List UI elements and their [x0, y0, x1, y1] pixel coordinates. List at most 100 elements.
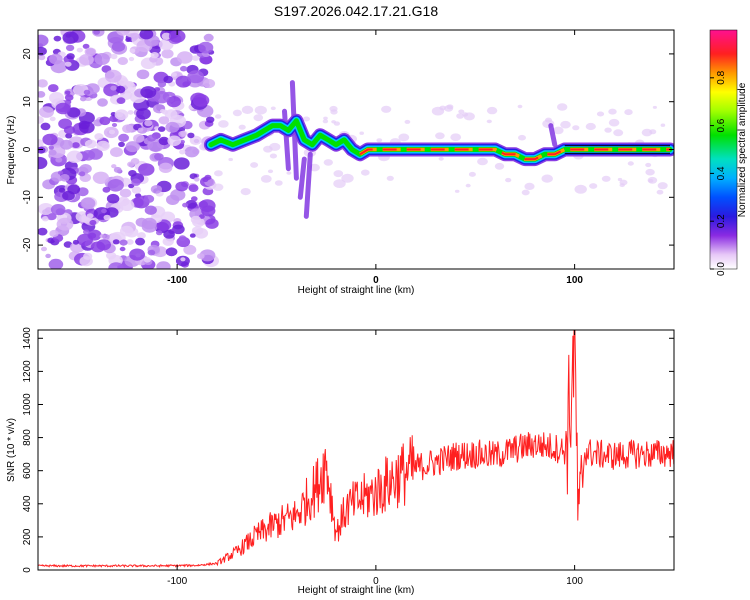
noise-blob [48, 149, 57, 156]
faint-blob [589, 183, 598, 189]
spike [303, 151, 313, 219]
faint-blob [468, 171, 476, 177]
noise-blob [48, 258, 64, 269]
colorbar-tick-label: 0.0 [716, 262, 727, 276]
faint-blob [361, 169, 370, 176]
noise-blob [171, 72, 178, 77]
faint-blob [545, 117, 552, 123]
noise-blob [115, 85, 126, 94]
noise-blob [130, 32, 140, 40]
noise-blob [135, 237, 146, 246]
noise-blob [38, 79, 48, 88]
noise-blob [113, 166, 122, 173]
noise-blob [139, 30, 154, 40]
noise-blob [133, 134, 145, 143]
noise-blob [79, 54, 94, 66]
spectrogram-ylabel: Frequency (Hz) [6, 116, 17, 185]
noise-blob [92, 171, 109, 184]
noise-blob [78, 171, 86, 177]
spectrogram-plot-area [38, 30, 674, 269]
noise-blob [153, 91, 170, 104]
faint-blob [333, 170, 344, 178]
colorbar-tick-label: 0.8 [716, 70, 727, 84]
faint-blob [657, 182, 668, 190]
noise-blob [64, 61, 72, 67]
noise-blob [188, 184, 199, 193]
y-tick-label: 1200 [22, 360, 33, 383]
noise-blob [49, 116, 56, 122]
noise-blob [108, 262, 124, 269]
snr-series-line [38, 330, 674, 569]
noise-blob [165, 121, 180, 133]
noise-blob [205, 218, 219, 229]
noise-blob [80, 96, 87, 102]
faint-blob [553, 126, 564, 135]
noise-blob [116, 97, 126, 104]
noise-blob [180, 257, 186, 262]
noise-blob [201, 205, 216, 217]
noise-blob [72, 142, 80, 149]
faint-blob [333, 179, 346, 189]
noise-blob [190, 215, 202, 224]
noise-blob [143, 194, 155, 203]
noise-blob [117, 57, 128, 65]
noise-blob [38, 116, 44, 124]
noise-blob [55, 157, 63, 163]
faint-blob [649, 129, 657, 135]
faint-blob [604, 127, 612, 133]
noise-blob [41, 246, 47, 252]
noise-blob [104, 69, 122, 83]
noise-blob [170, 189, 186, 201]
faint-blob [213, 183, 224, 191]
noise-blob [83, 252, 93, 260]
noise-blob [172, 224, 185, 235]
noise-blob [118, 133, 129, 142]
colorbar-gradient [709, 29, 738, 270]
noise-blob [49, 229, 59, 238]
faint-blob [645, 162, 652, 168]
snr-ylabel: SNR (10 * v/v) [6, 418, 17, 482]
noise-blob [84, 47, 97, 57]
noise-blob [107, 179, 124, 192]
noise-blob [127, 161, 135, 168]
noise-blob [110, 53, 118, 60]
faint-blob [240, 188, 251, 196]
noise-blob [166, 96, 181, 108]
noise-blob [112, 239, 120, 245]
faint-blob [641, 128, 653, 137]
faint-blob [404, 119, 411, 124]
noise-blob [38, 34, 49, 47]
noise-blob [38, 146, 46, 154]
noise-blob [157, 80, 167, 88]
noise-blob [138, 127, 144, 132]
colorbar-tick-label: 0.4 [716, 166, 727, 180]
faint-blob [521, 189, 530, 196]
faint-blob [446, 104, 454, 110]
y-tick-label: 600 [22, 462, 33, 479]
noise-region [38, 30, 668, 269]
faint-blob [254, 105, 267, 115]
faint-blob [215, 114, 222, 119]
noise-blob [111, 164, 117, 169]
noise-blob [57, 170, 64, 175]
noise-blob [88, 148, 103, 160]
faint-blob [302, 116, 310, 122]
y-tick-label: 0 [22, 146, 33, 152]
noise-blob [189, 135, 202, 145]
faint-blob [454, 189, 460, 193]
faint-blob [601, 175, 611, 182]
noise-blob [62, 31, 79, 44]
noise-blob [119, 239, 128, 246]
noise-blob [38, 91, 46, 98]
noise-blob [119, 199, 135, 211]
noise-blob [156, 219, 172, 231]
faint-blob [322, 119, 329, 124]
noise-blob [158, 136, 170, 146]
noise-blob [58, 187, 66, 193]
noise-blob [53, 35, 62, 42]
noise-blob [150, 52, 159, 59]
faint-blob [232, 109, 242, 117]
noise-blob [40, 122, 51, 131]
noise-blob [39, 106, 54, 118]
